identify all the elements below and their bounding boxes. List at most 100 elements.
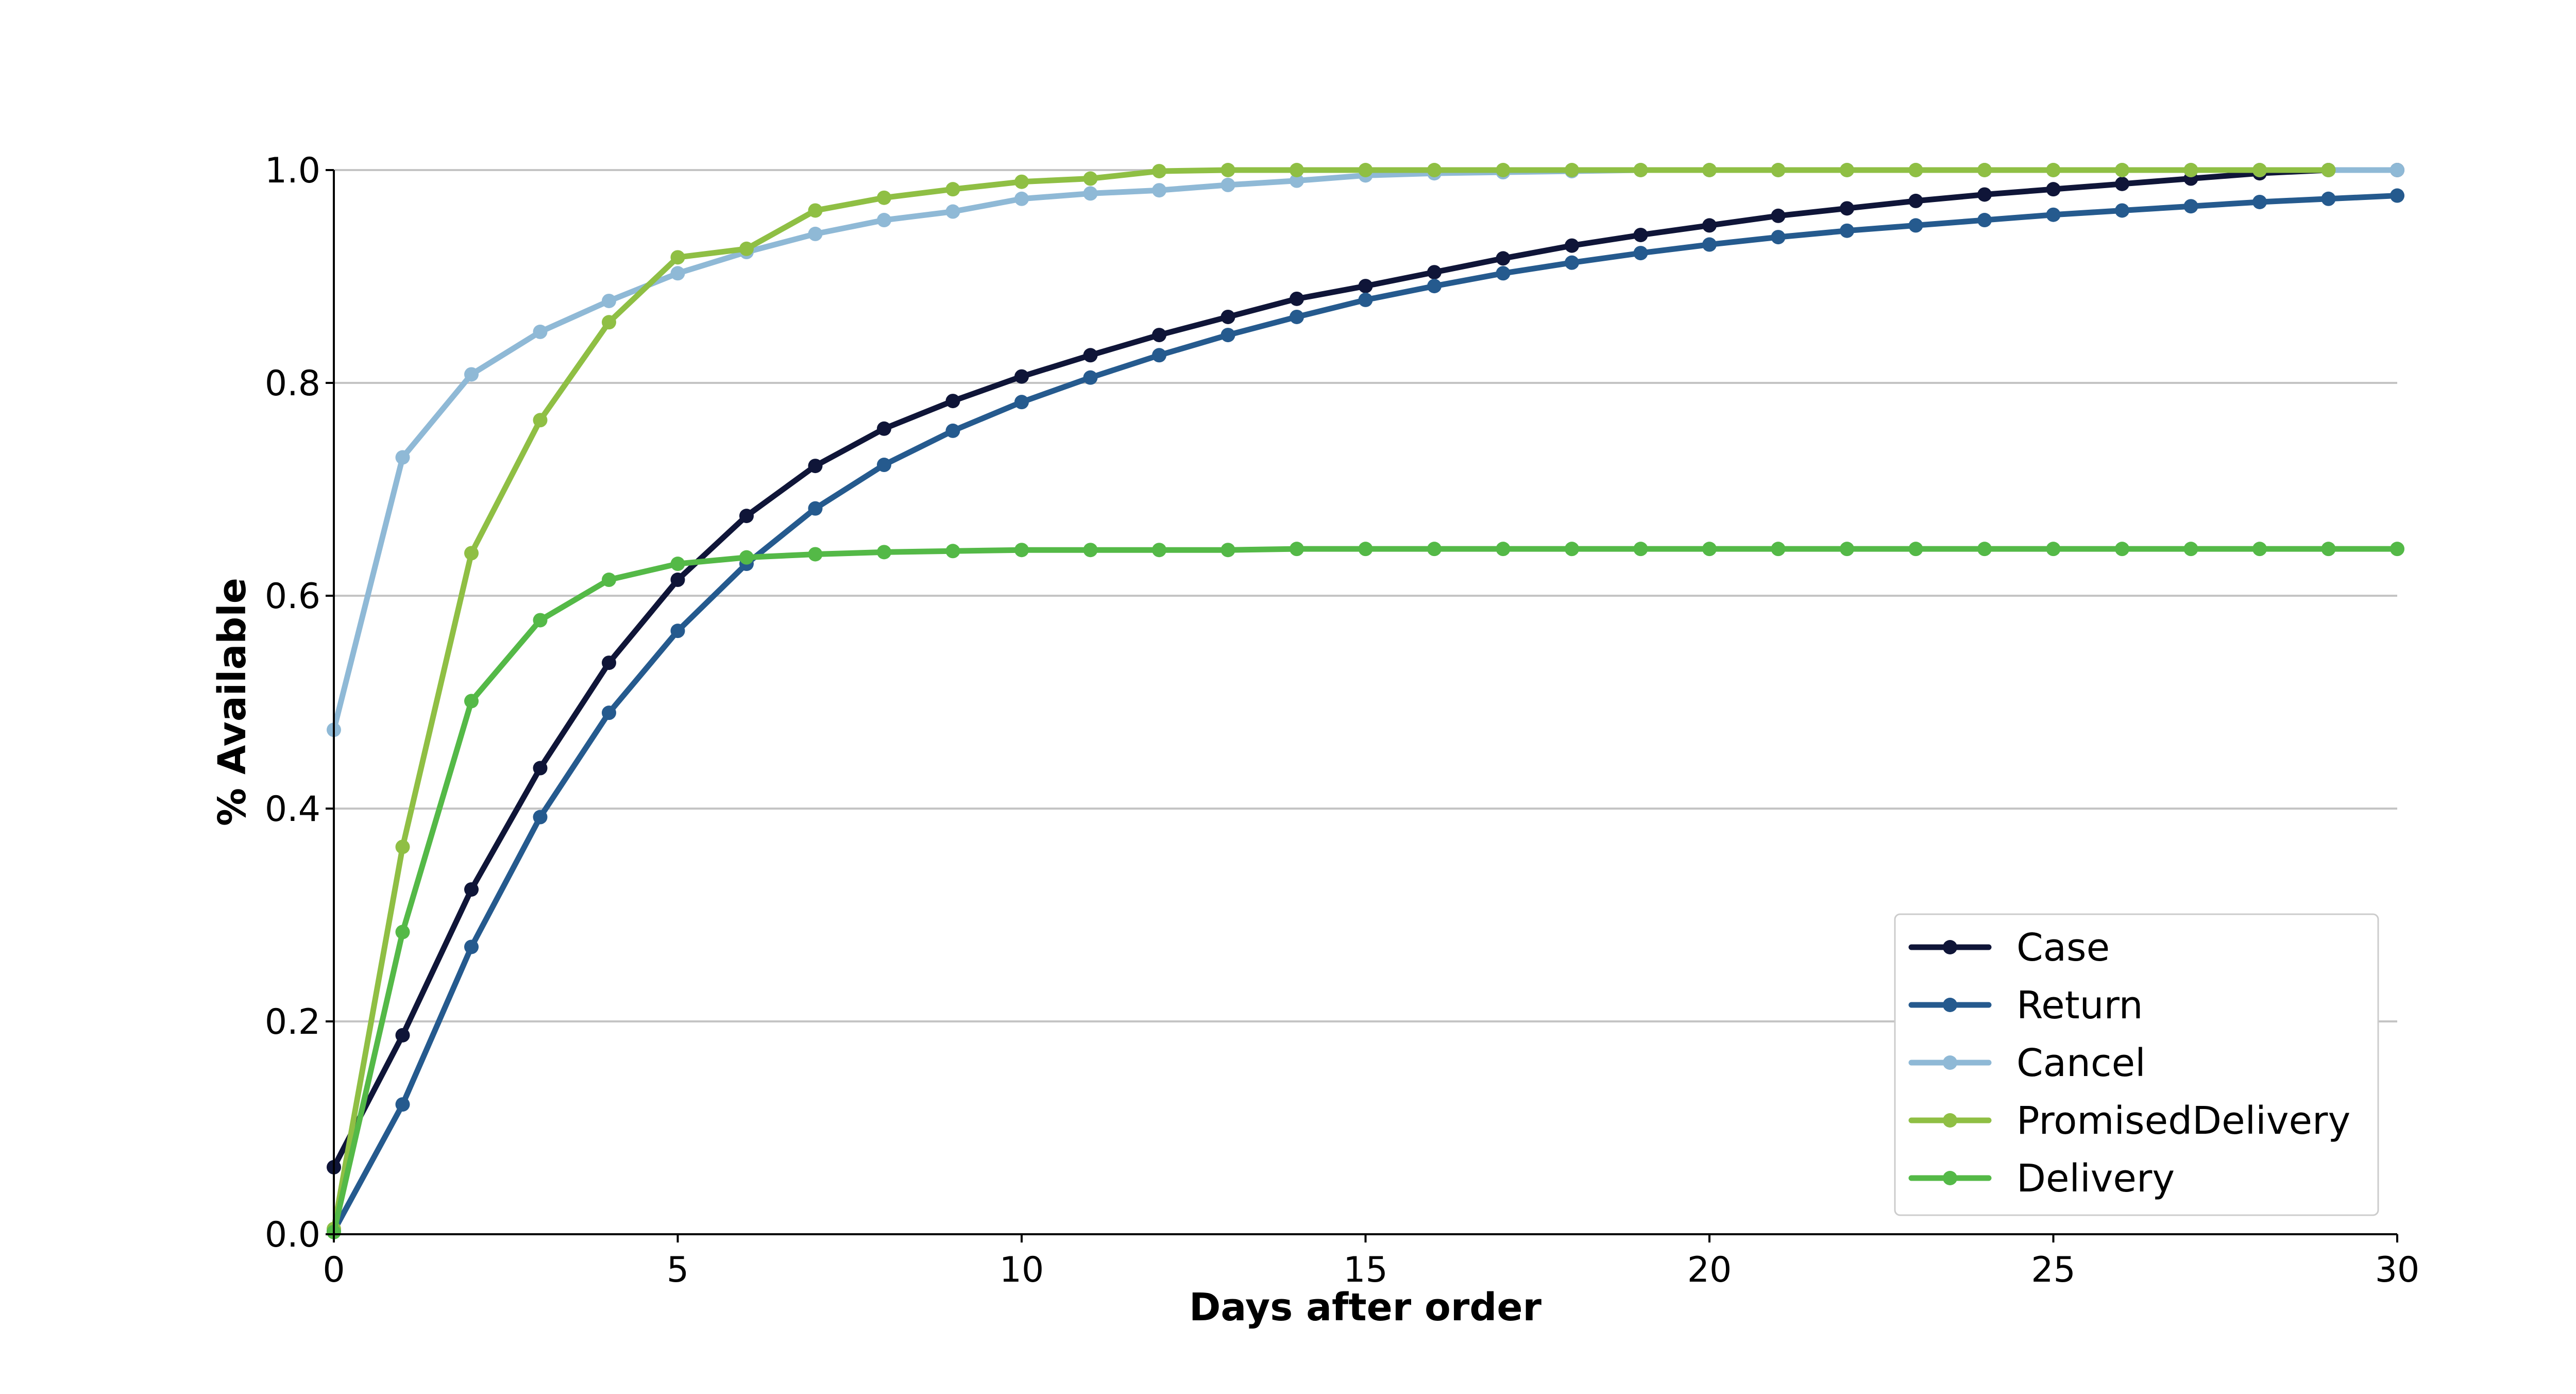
data-point	[1771, 208, 1786, 223]
data-point	[1083, 348, 1098, 363]
data-point	[1152, 348, 1166, 363]
data-point	[1840, 542, 1854, 557]
data-point	[670, 573, 685, 587]
data-point	[1908, 542, 1923, 557]
x-tick-label: 0	[323, 1250, 345, 1290]
data-point	[2390, 542, 2404, 557]
data-point	[395, 1097, 410, 1112]
data-point	[1221, 163, 1235, 177]
data-point	[2115, 542, 2129, 557]
data-point	[1633, 542, 1648, 557]
legend-label: Delivery	[2016, 1156, 2175, 1201]
data-point	[395, 839, 410, 854]
data-point	[877, 190, 891, 205]
data-point	[1290, 163, 1304, 177]
y-tick-label: 0.2	[265, 1002, 320, 1043]
data-point	[945, 544, 960, 559]
data-point	[1152, 183, 1166, 198]
y-axis-title: % Available	[210, 578, 255, 826]
data-point	[739, 241, 754, 256]
data-point	[602, 573, 616, 587]
data-point	[1633, 227, 1648, 242]
data-point	[2183, 542, 2198, 557]
legend-swatch-marker	[1943, 940, 1957, 954]
data-point	[1633, 246, 1648, 261]
data-point	[1427, 163, 1442, 177]
data-point	[1083, 186, 1098, 201]
data-point	[877, 545, 891, 560]
data-point	[1083, 171, 1098, 186]
data-point	[1565, 238, 1579, 253]
data-point	[1908, 218, 1923, 233]
data-point	[1702, 163, 1717, 177]
legend-item: PromisedDelivery	[1908, 1099, 2350, 1143]
legend-label: Cancel	[2016, 1041, 2146, 1085]
x-tick-label: 30	[2375, 1250, 2420, 1290]
data-point	[395, 450, 410, 465]
data-point	[1221, 328, 1235, 343]
data-point	[1152, 328, 1166, 343]
data-point	[602, 293, 616, 308]
data-point	[808, 203, 823, 218]
legend-swatch-marker	[1943, 1055, 1957, 1070]
data-point	[1771, 542, 1786, 557]
series-line	[331, 167, 2400, 733]
legend-item: Cancel	[1908, 1041, 2146, 1085]
data-point	[1977, 542, 1992, 557]
data-point	[670, 266, 685, 281]
series-layer	[327, 163, 2404, 1239]
data-point	[1977, 187, 1992, 202]
data-point	[1908, 193, 1923, 208]
data-point	[808, 501, 823, 516]
series-cancel	[327, 163, 2404, 737]
y-tick-label: 0.8	[265, 363, 320, 404]
data-point	[1977, 213, 1992, 228]
data-point	[533, 613, 548, 628]
data-point	[1221, 543, 1235, 558]
data-point	[533, 810, 548, 825]
data-point	[1014, 191, 1029, 206]
data-point	[602, 315, 616, 330]
data-point	[395, 925, 410, 939]
data-point	[739, 509, 754, 524]
data-point	[1771, 230, 1786, 245]
data-point	[670, 250, 685, 265]
data-point	[2321, 191, 2336, 206]
data-point	[1840, 223, 1854, 238]
data-point	[533, 413, 548, 428]
data-point	[1771, 163, 1786, 177]
data-point	[602, 656, 616, 670]
data-point	[1358, 163, 1373, 177]
data-point	[877, 458, 891, 473]
data-point	[464, 694, 479, 709]
data-point	[1427, 279, 1442, 294]
data-point	[2252, 194, 2267, 209]
data-point	[670, 557, 685, 572]
legend-swatch-marker	[1943, 1171, 1957, 1185]
data-point	[2390, 163, 2404, 177]
data-point	[1290, 291, 1304, 306]
data-point	[808, 226, 823, 241]
data-point	[808, 547, 823, 562]
data-point	[395, 1028, 410, 1043]
x-tick-label: 20	[1687, 1250, 1732, 1290]
legend: Case Return Cancel PromisedDelivery Delivery	[1894, 913, 2379, 1216]
data-point	[1221, 309, 1235, 324]
data-point	[464, 882, 479, 897]
data-point	[2046, 207, 2061, 222]
data-point	[2252, 163, 2267, 177]
axes-layer: 0.0 0.2 0.4 0.6 0.8 1.0 0 5 10 15 20 25 30	[265, 150, 2419, 1290]
data-point	[945, 394, 960, 409]
data-point	[1496, 266, 1511, 281]
data-point	[1977, 163, 1992, 177]
data-point	[1290, 173, 1304, 188]
data-point	[1221, 177, 1235, 192]
data-point	[1014, 174, 1029, 189]
data-point	[1496, 251, 1511, 266]
data-point	[2115, 203, 2129, 218]
data-point	[1565, 542, 1579, 557]
data-point	[1358, 292, 1373, 307]
legend-swatch-marker	[1943, 998, 1957, 1012]
data-point	[2046, 163, 2061, 177]
data-point	[670, 624, 685, 639]
